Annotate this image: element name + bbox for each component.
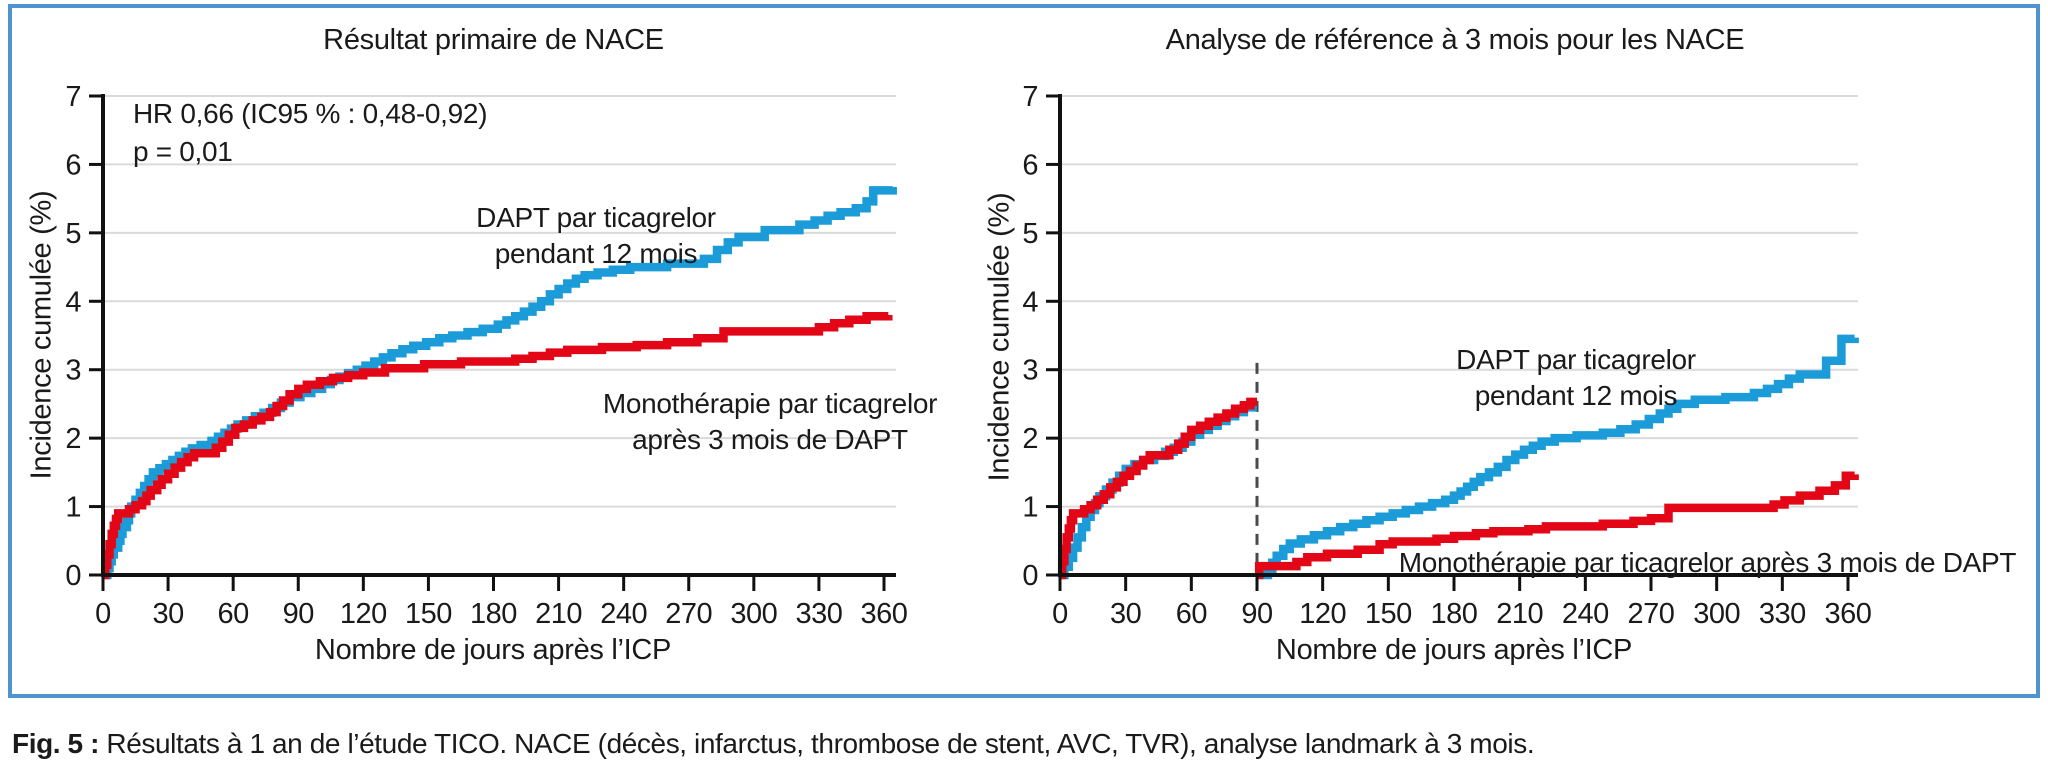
right-curve-dapt12 [1261,334,1859,580]
svg-text:150: 150 [405,598,452,630]
svg-text:360: 360 [861,598,908,630]
svg-text:7: 7 [65,81,81,113]
svg-text:60: 60 [1176,598,1207,630]
svg-text:30: 30 [152,598,183,630]
left-dapt-curve-label: DAPT par ticagrelor pendant 12 mois [396,200,796,272]
figure-caption-prefix: Fig. 5 : [12,728,100,759]
left-mono-curve-label-line2: après 3 mois de DAPT [632,424,908,455]
svg-text:1: 1 [1022,492,1038,524]
svg-text:5: 5 [65,218,81,250]
hr-annotation: HR 0,66 (IC95 % : 0,48-0,92) p = 0,01 [133,95,488,171]
svg-text:150: 150 [1365,598,1412,630]
svg-text:180: 180 [1431,598,1478,630]
right-chart-title: Analyse de référence à 3 mois pour les N… [1165,24,1745,56]
right-mono-curve-label-line1: Monothérapie par ticagrelor après 3 mois… [1398,547,2017,578]
svg-text:7: 7 [1022,81,1038,113]
svg-text:240: 240 [1562,598,1609,630]
left-dapt-curve-label-line2: pendant 12 mois [494,238,698,269]
svg-text:270: 270 [1628,598,1675,630]
svg-text:210: 210 [535,598,582,630]
svg-text:330: 330 [795,598,842,630]
right-dapt-curve-label: DAPT par ticagrelor pendant 12 mois [1376,342,1776,414]
svg-text:0: 0 [1022,560,1038,592]
svg-text:4: 4 [1022,286,1038,318]
right-curve-mono [1254,471,1859,580]
left-dapt-curve-label-line1: DAPT par ticagrelor [476,202,716,233]
svg-text:1: 1 [65,492,81,524]
svg-text:2: 2 [65,423,81,455]
figure-caption-text: Résultats à 1 an de l’étude TICO. NACE (… [99,728,1535,759]
svg-text:6: 6 [65,149,81,181]
figure-caption: Fig. 5 : Résultats à 1 an de l’étude TIC… [12,728,1535,760]
left-mono-curve-label: Monothérapie par ticagrelor après 3 mois… [545,386,995,458]
right-dapt-curve-label-line2: pendant 12 mois [1474,380,1678,411]
right-mono-curve-label: Monothérapie par ticagrelor après 3 mois… [1385,545,2030,581]
left-curve-mono [100,312,893,580]
svg-text:120: 120 [1299,598,1346,630]
svg-text:0: 0 [1052,598,1068,630]
svg-text:240: 240 [600,598,647,630]
svg-text:30: 30 [1110,598,1141,630]
right-chart-plot: 0 30 60 90 120 150 180 210 240 270 300 330 360 0 1 2 3 4 5… [1022,81,1872,630]
svg-text:90: 90 [1241,598,1272,630]
hr-annotation-line2: p = 0,01 [133,136,233,167]
svg-text:120: 120 [340,598,387,630]
svg-text:210: 210 [1496,598,1543,630]
svg-text:300: 300 [730,598,777,630]
right-curve-dapt12 [1060,399,1257,580]
right-curve-mono [1057,397,1257,580]
left-chart-title: Résultat primaire de NACE [323,24,664,56]
svg-text:3: 3 [1022,355,1038,387]
right-x-axis-label: Nombre de jours après l’ICP [1275,634,1633,666]
svg-text:2: 2 [1022,423,1038,455]
svg-text:0: 0 [95,598,111,630]
left-mono-curve-label-line1: Monothérapie par ticagrelor [602,388,938,419]
svg-text:0: 0 [65,560,81,592]
svg-text:3: 3 [65,355,81,387]
left-y-axis-label: Incidence cumulée (%) [25,190,58,480]
left-chart-plot: 0 30 60 90 120 150 180 210 240 270 300 330 360 0 1 2 3 4 5… [65,81,908,630]
svg-text:60: 60 [218,598,249,630]
left-x-axis-label: Nombre de jours après l’ICP [314,634,672,666]
svg-text:300: 300 [1693,598,1740,630]
svg-text:360: 360 [1825,598,1872,630]
svg-text:4: 4 [65,286,81,318]
svg-text:5: 5 [1022,218,1038,250]
hr-annotation-line1: HR 0,66 (IC95 % : 0,48-0,92) [133,98,488,129]
svg-text:180: 180 [470,598,517,630]
figure-border [8,4,2040,698]
svg-text:270: 270 [665,598,712,630]
right-dapt-curve-label-line1: DAPT par ticagrelor [1456,344,1696,375]
svg-text:6: 6 [1022,149,1038,181]
svg-text:330: 330 [1759,598,1806,630]
svg-text:90: 90 [283,598,314,630]
